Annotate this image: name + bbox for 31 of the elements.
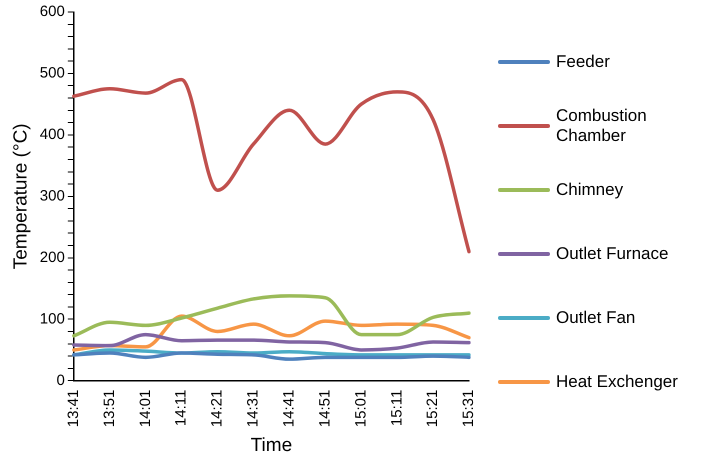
y-tick-label: 100 <box>40 310 65 328</box>
line-series <box>72 351 471 361</box>
legend-label: Heat Exchenger <box>556 372 678 392</box>
x-tick-label: 14:21 <box>208 390 226 428</box>
line-series <box>72 78 471 254</box>
line-series <box>72 294 471 338</box>
legend-label: Outlet Furnace <box>556 244 668 264</box>
line-series <box>72 332 471 352</box>
x-tick-label: 15:01 <box>352 390 370 428</box>
x-tick-label: 15:21 <box>424 390 442 428</box>
x-tick-label: 14:01 <box>136 390 154 428</box>
x-tick-label: 15:31 <box>460 390 478 428</box>
y-tick-label: 600 <box>40 3 65 20</box>
y-tick-label: 0 <box>56 372 65 389</box>
y-axis-title: Temperature (°C) <box>10 123 32 270</box>
legend-label: Outlet Fan <box>556 308 636 328</box>
y-tick-label: 200 <box>40 248 65 266</box>
x-tick-label: 14:11 <box>172 390 190 426</box>
legend-label: Feeder <box>556 52 610 72</box>
y-tick-label: 300 <box>40 187 65 204</box>
y-tick-label: 500 <box>40 64 65 82</box>
x-tick-label: 13:51 <box>100 390 118 428</box>
x-tick-label: 14:51 <box>316 390 334 428</box>
x-tick-label: 14:41 <box>280 390 298 428</box>
x-tick-label: 13:41 <box>64 390 82 428</box>
legend-label: Chimney <box>556 180 624 200</box>
x-axis-title: Time <box>250 434 292 456</box>
y-tick-label: 400 <box>40 126 65 144</box>
legend-label: Combustion Chamber <box>556 106 648 146</box>
x-tick-label: 15:11 <box>388 390 406 426</box>
x-tick-label: 14:31 <box>244 390 262 428</box>
